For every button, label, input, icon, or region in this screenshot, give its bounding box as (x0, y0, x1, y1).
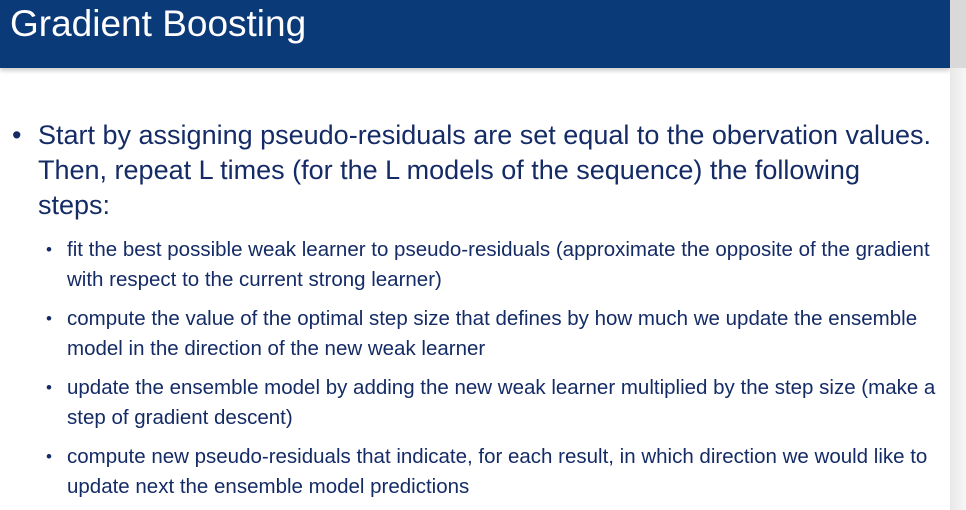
sub-bullet-text: compute the value of the optimal step si… (67, 307, 918, 360)
sub-bullet: • update the ensemble model by adding th… (0, 373, 962, 433)
bullet-icon: • (12, 120, 22, 150)
side-strip (950, 0, 966, 510)
sub-bullet: • compute new pseudo-residuals that indi… (0, 442, 962, 502)
bullet-icon: • (46, 309, 52, 328)
slide-body: • Start by assigning pseudo-residuals ar… (0, 118, 966, 510)
main-bullet-text: Start by assigning pseudo-residuals are … (38, 120, 932, 220)
sub-bullet-text: update the ensemble model by adding the … (67, 376, 936, 429)
side-strip-top (950, 0, 966, 68)
sub-bullet: • fit the best possible weak learner to … (0, 235, 962, 295)
sub-bullet-text: compute new pseudo-residuals that indica… (67, 445, 928, 498)
sub-bullet-list: • fit the best possible weak learner to … (0, 235, 966, 502)
bullet-icon: • (46, 378, 52, 397)
sub-bullet: • compute the value of the optimal step … (0, 304, 962, 364)
bullet-icon: • (46, 240, 52, 259)
title-bar: Gradient Boosting (0, 0, 950, 68)
main-bullet: • Start by assigning pseudo-residuals ar… (0, 118, 938, 223)
sub-bullet-text: fit the best possible weak learner to ps… (67, 238, 930, 291)
slide-title: Gradient Boosting (10, 3, 307, 44)
bullet-icon: • (46, 447, 52, 466)
